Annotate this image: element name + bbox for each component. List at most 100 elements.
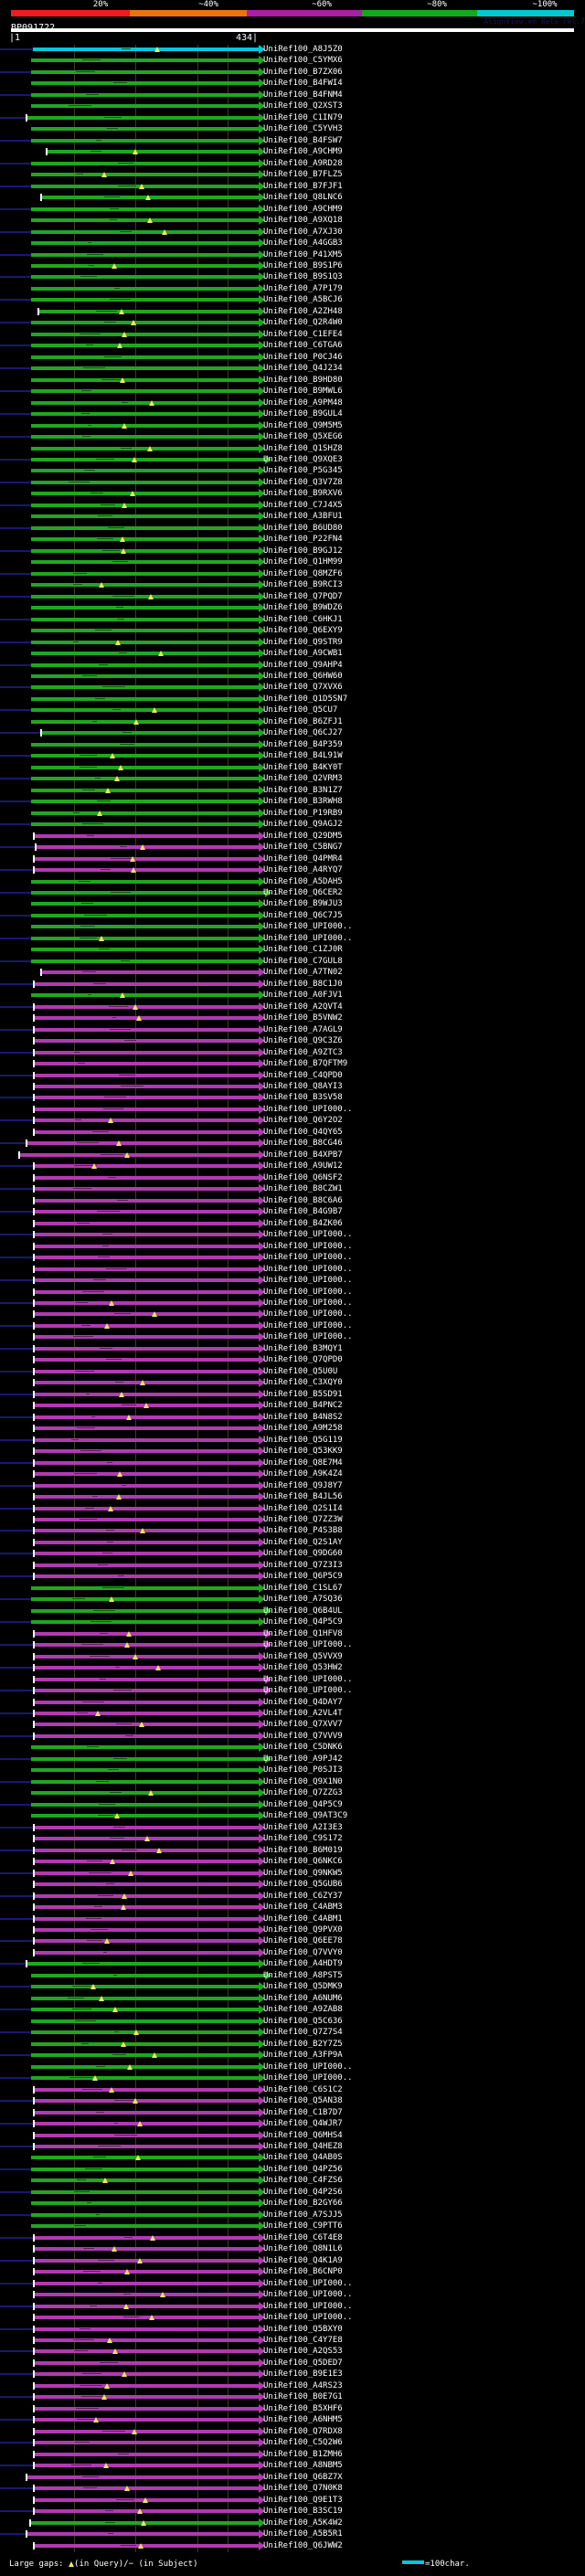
table-row[interactable]: UniRef100_C6T4E8 — [0, 2232, 585, 2244]
alignment-bar[interactable] — [35, 2087, 259, 2092]
table-row[interactable]: UniRef100_Q1HFV8 — [0, 1628, 585, 1640]
list-item[interactable]: UniRef100_Q5DMK9 — [263, 1982, 343, 1992]
alignment-bar[interactable] — [39, 309, 259, 313]
table-row[interactable]: UniRef100_B7FLZ5 — [0, 170, 585, 181]
alignment-bar[interactable] — [35, 868, 259, 873]
list-item[interactable]: UniRef100_Q2S1AY — [263, 1537, 343, 1547]
table-row[interactable]: UniRef100_C9S172 — [0, 1834, 585, 1845]
table-row[interactable]: UniRef100_Q4WJR7 — [0, 2119, 585, 2130]
table-row[interactable]: UniRef100_P41XM5 — [0, 249, 585, 261]
table-row[interactable]: UniRef100_C4FZS6 — [0, 2176, 585, 2187]
alignment-bar[interactable] — [31, 811, 259, 815]
table-row[interactable]: UniRef100_Q4PZ56 — [0, 2164, 585, 2176]
alignment-bar[interactable] — [31, 948, 259, 952]
table-row[interactable]: UniRef100_A9ZAB8 — [0, 2005, 585, 2016]
table-row[interactable]: UniRef100_B4P359 — [0, 739, 585, 751]
alignment-bar[interactable] — [31, 800, 259, 804]
alignment-bar[interactable] — [35, 1426, 259, 1431]
alignment-bar[interactable] — [35, 1289, 259, 1294]
list-item[interactable]: UniRef100_UPI000.. — [263, 1309, 353, 1320]
table-row[interactable]: UniRef100_Q53HW2 — [0, 1663, 585, 1674]
table-row[interactable]: UniRef100_C3XQY0 — [0, 1378, 585, 1389]
table-row[interactable]: UniRef100_A5B5R1 — [0, 2529, 585, 2540]
alignment-bar[interactable] — [35, 1198, 259, 1203]
list-item[interactable]: UniRef100_P41XM5 — [263, 249, 343, 260]
table-row[interactable]: UniRef100_Q7XVV7 — [0, 1720, 585, 1731]
list-item[interactable]: UniRef100_Q6CER2 — [263, 887, 343, 897]
table-row[interactable]: UniRef100_B9WDZ6 — [0, 603, 585, 614]
list-item[interactable]: UniRef100_Q7RDX8 — [263, 2426, 343, 2436]
table-row[interactable]: UniRef100_Q9M5M5 — [0, 420, 585, 432]
alignment-bar[interactable] — [31, 389, 259, 394]
alignment-bar[interactable] — [31, 754, 259, 758]
list-item[interactable]: UniRef100_C6S1C2 — [263, 2084, 343, 2094]
alignment-bar[interactable] — [31, 252, 259, 257]
list-item[interactable]: UniRef100_Q7Z3I3 — [263, 1560, 343, 1570]
list-item[interactable]: UniRef100_Q6Y2O2 — [263, 1116, 343, 1126]
table-row[interactable]: UniRef100_P0SJI3 — [0, 1765, 585, 1776]
table-row[interactable]: UniRef100_Q9STR9 — [0, 637, 585, 649]
alignment-rows-container[interactable]: UniRef100_A8J5Z0 UniRef100_C5YMX6 UniRef10… — [0, 45, 585, 2552]
alignment-bar[interactable] — [31, 2201, 259, 2206]
alignment-bar[interactable] — [31, 913, 259, 917]
list-item[interactable]: UniRef100_UPI000.. — [263, 1320, 353, 1330]
list-item[interactable]: UniRef100_Q9PVX0 — [263, 1925, 343, 1935]
table-row[interactable]: UniRef100_Q29DM5 — [0, 831, 585, 843]
alignment-bar[interactable] — [35, 2270, 259, 2274]
list-item[interactable]: UniRef100_UPI000.. — [263, 922, 353, 932]
list-item[interactable]: UniRef100_B4N8S2 — [263, 1412, 343, 1422]
table-row[interactable]: UniRef100_B4JL56 — [0, 1492, 585, 1503]
list-item[interactable]: UniRef100_C5YMX6 — [263, 56, 343, 66]
alignment-bar[interactable] — [31, 708, 259, 713]
table-row[interactable]: UniRef100_UPI000.. — [0, 922, 585, 933]
list-item[interactable]: UniRef100_A7SJJ5 — [263, 2210, 343, 2220]
list-item[interactable]: UniRef100_C5BNG7 — [263, 843, 343, 853]
table-row[interactable]: UniRef100_B7QFTM9 — [0, 1059, 585, 1070]
table-row[interactable]: UniRef100_UPI000.. — [0, 1253, 585, 1264]
table-row[interactable]: UniRef100_Q7N0K8 — [0, 2484, 585, 2495]
list-item[interactable]: UniRef100_UPI000.. — [263, 1230, 353, 1240]
list-item[interactable]: UniRef100_A4RYQ7 — [263, 865, 343, 875]
list-item[interactable]: UniRef100_A2ZH48 — [263, 306, 343, 316]
table-row[interactable]: UniRef100_C1SL67 — [0, 1583, 585, 1595]
table-row[interactable]: UniRef100_A7SJJ5 — [0, 2210, 585, 2221]
alignment-bar[interactable] — [31, 1597, 259, 1602]
list-item[interactable]: UniRef100_B4FWI4 — [263, 79, 343, 89]
table-row[interactable]: UniRef100_Q6Y2O2 — [0, 1116, 585, 1127]
table-row[interactable]: UniRef100_Q4DAY7 — [0, 1697, 585, 1709]
alignment-bar[interactable] — [31, 514, 259, 519]
list-item[interactable]: UniRef100_B1ZMH6 — [263, 2449, 343, 2459]
table-row[interactable]: UniRef100_UPI000.. — [0, 2062, 585, 2073]
table-row[interactable]: UniRef100_B1ZMH6 — [0, 2449, 585, 2461]
alignment-bar[interactable] — [35, 1312, 259, 1317]
list-item[interactable]: UniRef100_A7XJ30 — [263, 227, 343, 237]
list-item[interactable]: UniRef100_UPI000.. — [263, 1332, 353, 1342]
list-item[interactable]: UniRef100_C6TGA6 — [263, 341, 343, 351]
list-item[interactable]: UniRef100_Q8E7M4 — [263, 1458, 343, 1468]
alignment-bar[interactable] — [31, 92, 259, 97]
alignment-bar[interactable] — [31, 298, 259, 302]
table-row[interactable]: UniRef100_B8CZW1 — [0, 1184, 585, 1195]
table-row[interactable]: UniRef100_A2QS53 — [0, 2347, 585, 2358]
alignment-bar[interactable] — [31, 606, 259, 610]
list-item[interactable]: UniRef100_C4QPD0 — [263, 1070, 343, 1080]
list-item[interactable]: UniRef100_B8C1J0 — [263, 979, 343, 989]
table-row[interactable]: UniRef100_Q6NSF2 — [0, 1172, 585, 1184]
list-item[interactable]: UniRef100_Q6MHS4 — [263, 2130, 343, 2140]
table-row[interactable]: UniRef100_UPI000.. — [0, 1230, 585, 1241]
table-row[interactable]: UniRef100_Q6CJ27 — [0, 728, 585, 739]
alignment-bar[interactable] — [31, 332, 259, 336]
table-row[interactable]: UniRef100_Q6C7J5 — [0, 910, 585, 922]
list-item[interactable]: UniRef100_UPI000.. — [263, 933, 353, 943]
alignment-bar[interactable] — [35, 1563, 259, 1567]
list-item[interactable]: UniRef100_Q7XVX6 — [263, 683, 343, 693]
list-item[interactable]: UniRef100_UPI000.. — [263, 1674, 353, 1684]
alignment-bar[interactable] — [31, 275, 259, 280]
alignment-bar[interactable] — [35, 2122, 259, 2126]
table-row[interactable]: UniRef100_Q6HW60 — [0, 672, 585, 683]
list-item[interactable]: UniRef100_A9CHM9 — [263, 204, 343, 214]
alignment-bar[interactable] — [35, 1335, 259, 1340]
alignment-bar[interactable] — [35, 1073, 259, 1077]
alignment-bar[interactable] — [31, 1779, 259, 1784]
alignment-bar[interactable] — [31, 925, 259, 929]
